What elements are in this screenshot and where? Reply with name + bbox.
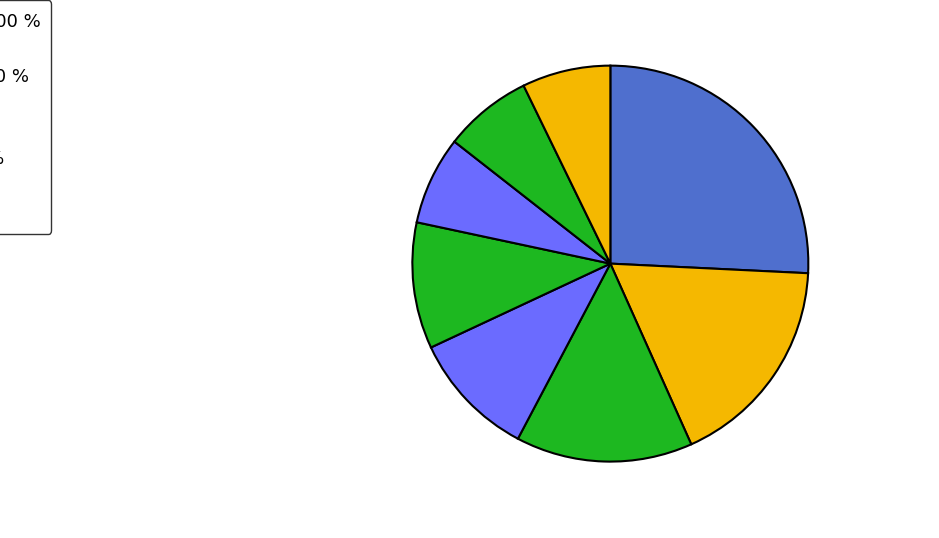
- Wedge shape: [610, 264, 808, 444]
- Wedge shape: [524, 66, 610, 264]
- Wedge shape: [431, 264, 610, 438]
- Wedge shape: [417, 141, 610, 264]
- Legend: large_intestine - 25.00 %, lung - 17.00 %, endometrium - 14.00 %, breast - 10.00: large_intestine - 25.00 %, lung - 17.00 …: [0, 1, 51, 234]
- Wedge shape: [454, 86, 610, 264]
- Wedge shape: [412, 222, 610, 348]
- Wedge shape: [518, 264, 691, 462]
- Wedge shape: [610, 66, 808, 273]
